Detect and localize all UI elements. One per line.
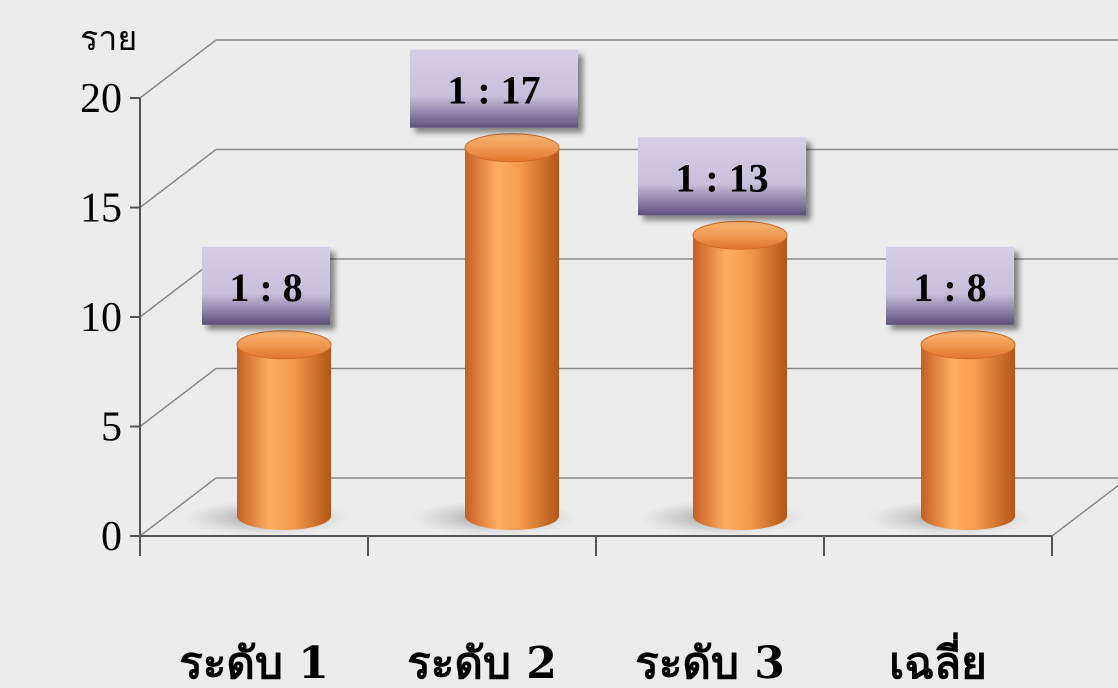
gridline-depth [139,39,217,99]
y-tick-label: 20 [80,76,122,122]
bar-body [465,147,559,530]
data-label-box [638,137,806,216]
data-label-box [202,246,330,325]
y-tick-label: 15 [80,186,122,232]
bar [181,330,351,536]
data-label-box [886,246,1014,325]
y-tick-label: 0 [101,514,122,560]
data-label: 1 : 17 [410,49,578,128]
x-category-label: ระดับ 3 [635,638,785,688]
data-labels: 1 : 8 1 : 17 1 : 13 1 : 8 [202,49,1014,325]
axis-labels: ราย 0 5 10 15 20 ระดับ 1 ระดับ 2 ระดับ 3 เฉลี่ย [80,19,987,688]
x-category-label: เฉลี่ย [889,632,987,688]
floor-edge [1051,484,1118,537]
bar [637,220,807,536]
axes [130,97,1118,556]
bar-top [692,220,788,250]
y-tick-label: 10 [80,295,122,341]
data-label: 1 : 13 [638,137,806,216]
bar [409,133,579,536]
bar-top [464,133,560,163]
data-label: 1 : 8 [886,246,1014,325]
data-label-text: 1 : 13 [675,155,768,200]
gridline-depth [139,148,217,209]
bar-body [693,235,787,531]
bar-body [237,344,331,530]
gridline-depth [139,367,217,428]
data-label-box [410,49,578,128]
gridline-depth [139,477,217,537]
bar-top [236,330,332,360]
bar-body [921,344,1015,530]
data-label-text: 1 : 8 [913,265,986,310]
bars [181,133,1035,536]
data-label-text: 1 : 17 [447,68,540,113]
y-tick-label: 5 [101,405,122,451]
x-category-label: ระดับ 2 [407,638,557,688]
data-label: 1 : 8 [202,246,330,325]
y-unit-label: ราย [80,19,137,59]
data-label-text: 1 : 8 [229,265,302,310]
bar [865,330,1035,536]
x-category-label: ระดับ 1 [179,638,329,688]
bar-top [920,330,1016,360]
